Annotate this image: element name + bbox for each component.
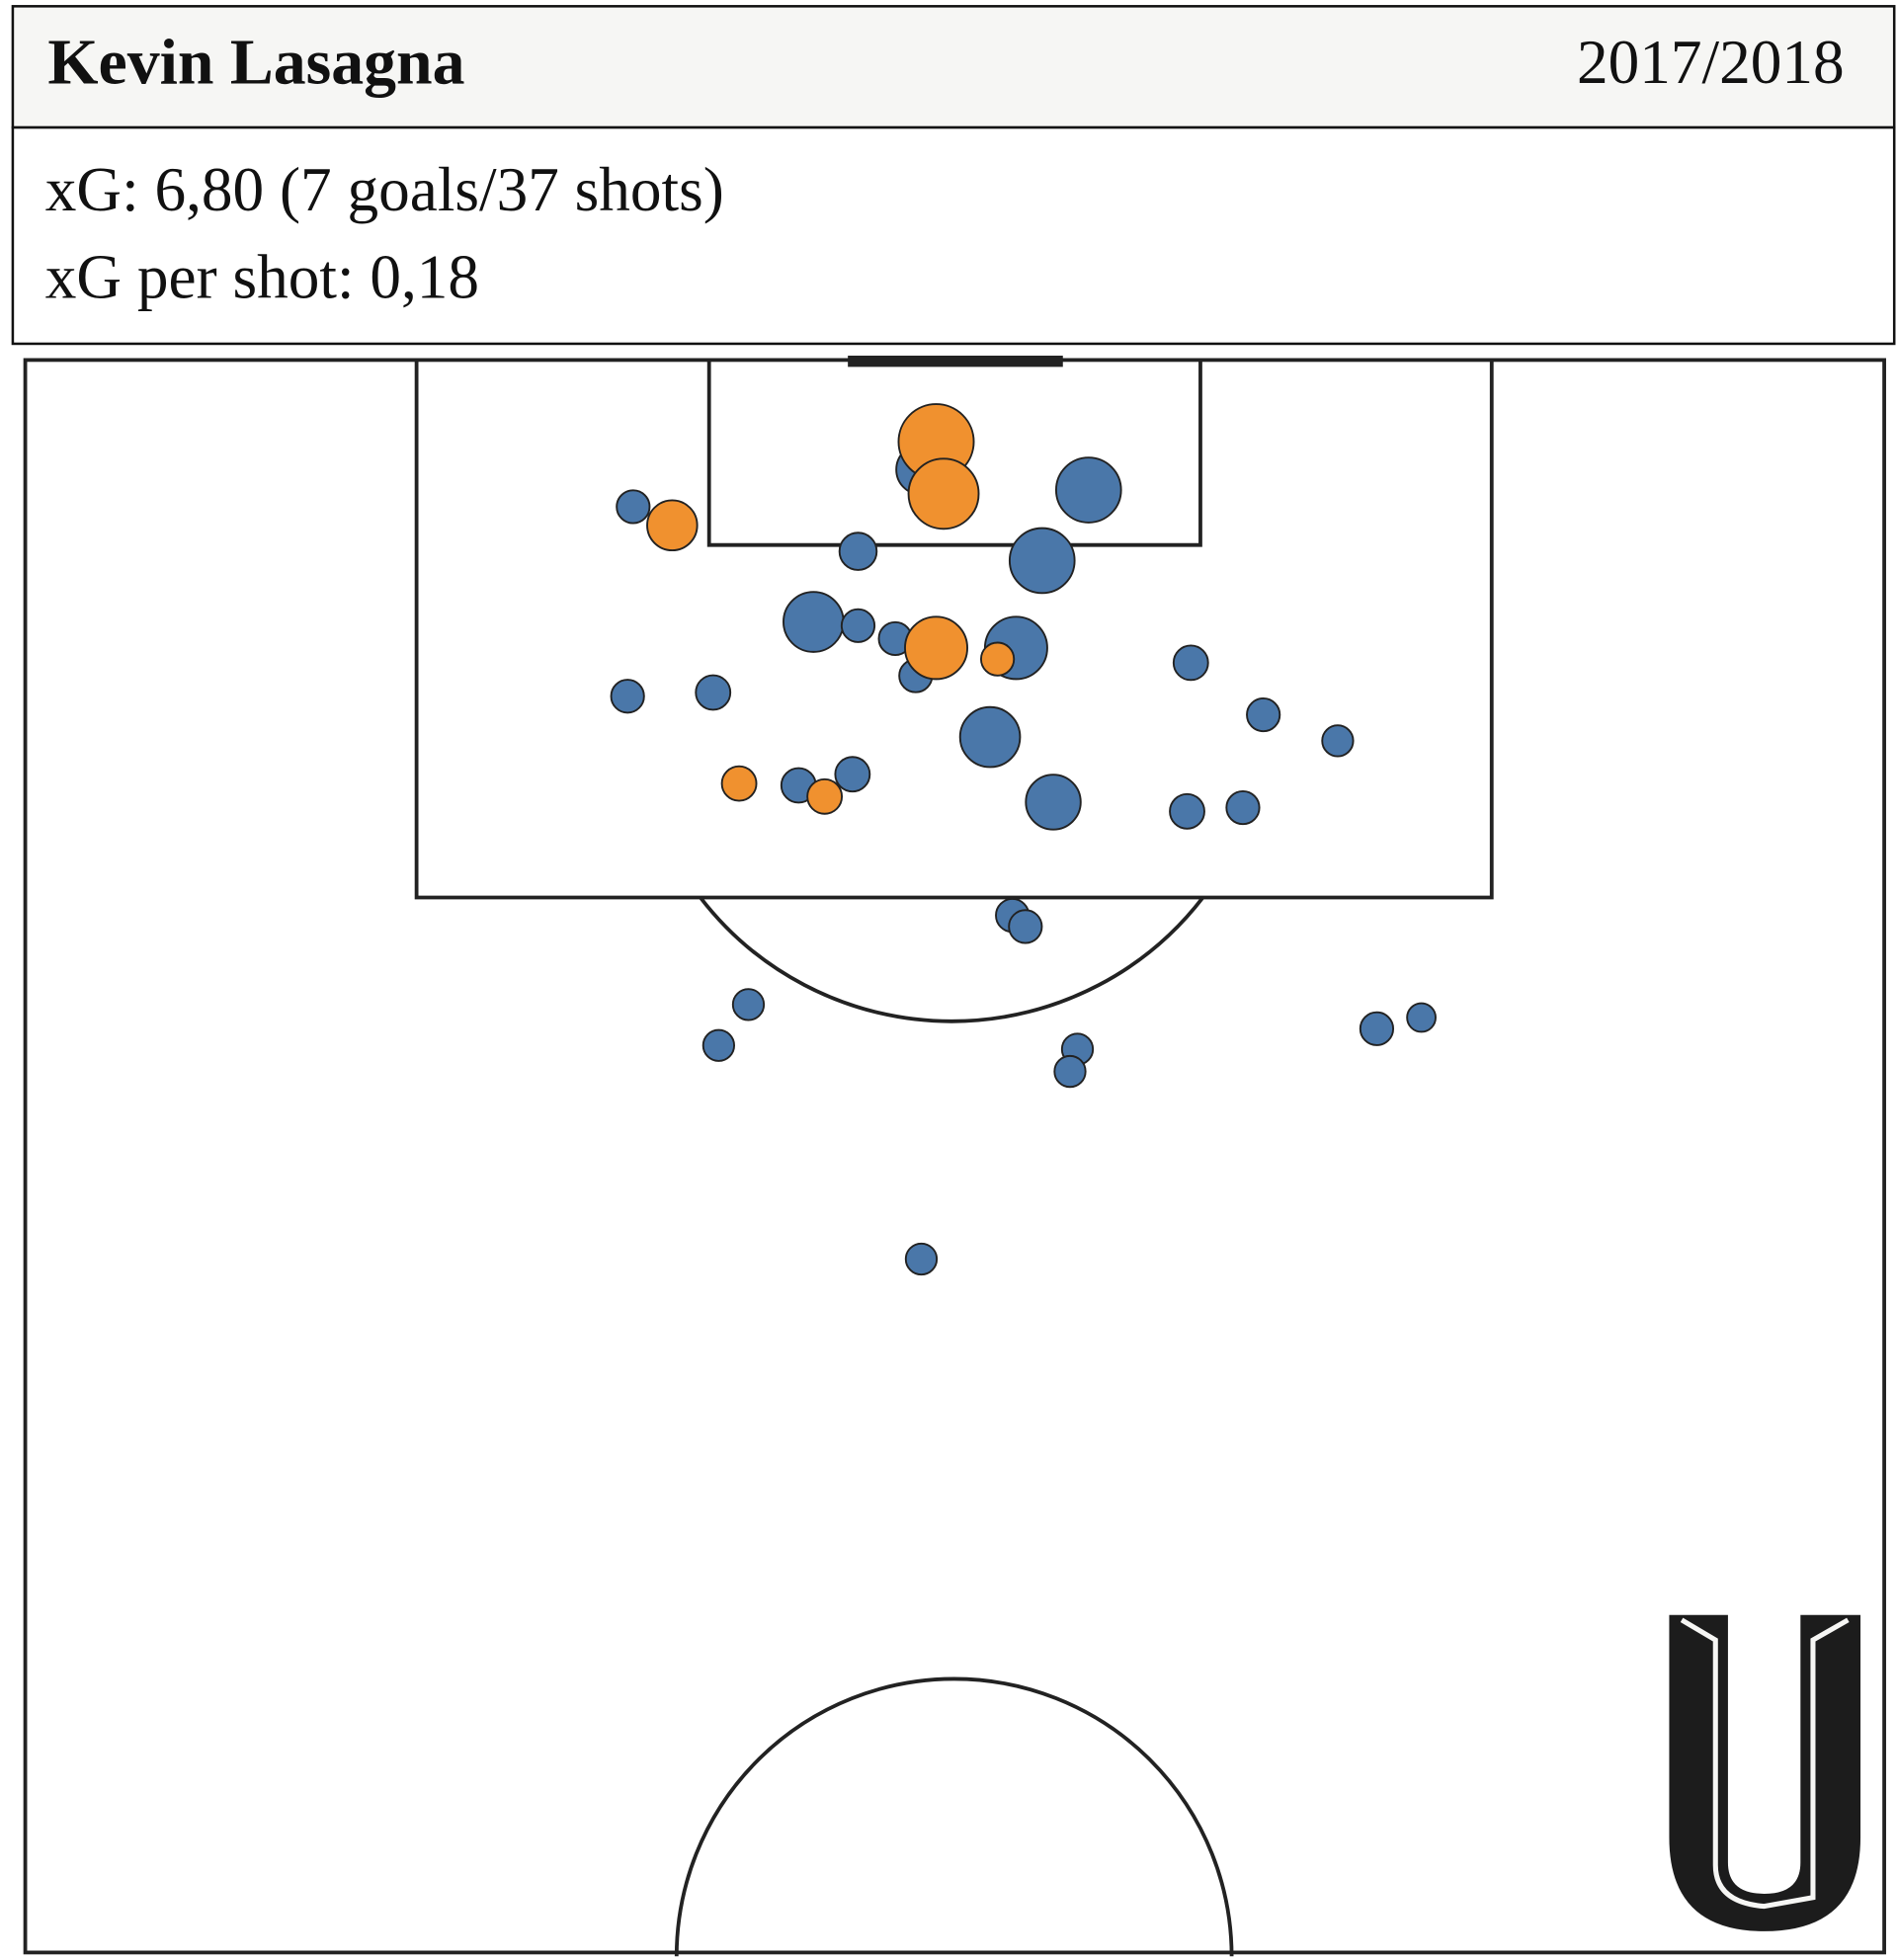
- shot: [1359, 1011, 1395, 1046]
- chart-title: Kevin Lasagna: [47, 27, 464, 99]
- shot: [1008, 527, 1076, 595]
- goal: [806, 777, 844, 815]
- shot: [1054, 456, 1122, 524]
- shot: [1406, 1002, 1437, 1033]
- pitch: [23, 355, 1886, 1957]
- goal: [907, 457, 980, 531]
- shot: [1053, 1054, 1087, 1089]
- shot: [1172, 644, 1209, 682]
- shot: [731, 988, 766, 1021]
- shot: [1025, 774, 1082, 831]
- goal: [904, 615, 968, 681]
- title-band: [11, 5, 1896, 129]
- shot: [701, 1028, 736, 1062]
- penalty-box: [414, 360, 1494, 900]
- logo: [1669, 1614, 1861, 1931]
- goal: [980, 641, 1016, 677]
- goal: [720, 765, 758, 802]
- center-circle: [674, 1676, 1234, 1957]
- subtitle-line: xG per shot: 0,18: [45, 243, 479, 312]
- shot: [616, 489, 651, 525]
- shot: [1246, 696, 1281, 733]
- goal: [646, 499, 699, 552]
- logo-inner: [1680, 1617, 1850, 1910]
- shot: [840, 608, 876, 643]
- shot: [834, 756, 871, 793]
- logo-shape: [1669, 1614, 1861, 1931]
- pitch-outline: [23, 358, 1886, 1955]
- shot: [1169, 792, 1205, 830]
- shot: [695, 674, 732, 711]
- shot: [1321, 724, 1355, 758]
- shot: [838, 531, 878, 571]
- info-band: [11, 125, 1896, 346]
- shot: [783, 591, 845, 653]
- season: 2017/2018: [1577, 28, 1845, 97]
- shot: [1225, 789, 1261, 826]
- subtitle-line: xG: 6,80 (7 goals/37 shots): [45, 155, 724, 224]
- shot: [958, 705, 1022, 769]
- six-yard-box: [706, 360, 1202, 547]
- shot: [904, 1242, 939, 1276]
- penalty-arc: [699, 896, 1204, 1023]
- shot: [1008, 909, 1043, 944]
- shots: [610, 403, 1437, 1276]
- shot: [610, 679, 645, 714]
